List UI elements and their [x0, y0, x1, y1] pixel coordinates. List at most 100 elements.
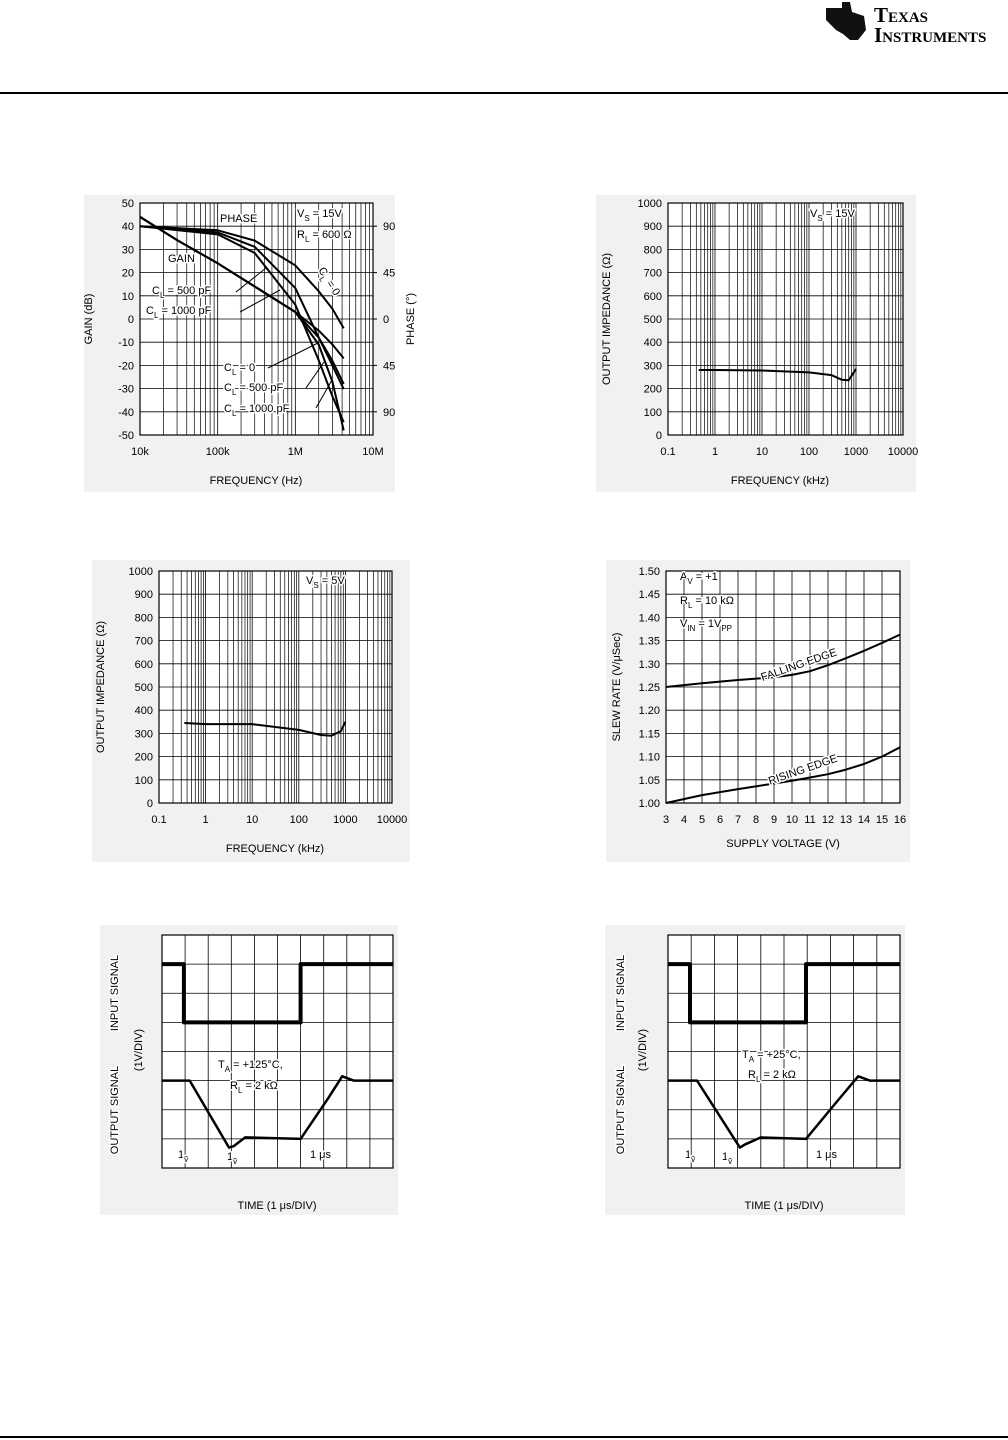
leader-line [315, 379, 333, 409]
y-tick-label: 1.25 [639, 682, 660, 694]
x-tick-label: 1000 [844, 446, 868, 458]
annotation-part: R [230, 1080, 238, 1092]
annotation: RL = 600 Ω [297, 229, 352, 244]
y-axis-label: GAIN (dB) [83, 294, 95, 345]
annotation: 1ṽ [685, 1149, 695, 1164]
y-tick-label: -10 [118, 337, 134, 349]
annotation-part: = 1000 pF [158, 305, 211, 317]
plot-frame [158, 570, 393, 804]
x-tick-label: 100 [800, 446, 818, 458]
x-tick-label: 15 [876, 814, 888, 826]
series-line [139, 216, 345, 431]
y-tick-label: 1.45 [639, 589, 660, 601]
x-axis-label: SUPPLY VOLTAGE (V) [726, 838, 840, 850]
logo-text: Texas [874, 3, 928, 27]
annotation-part: = 10 kΩ [692, 595, 734, 607]
annotation: PHASE [220, 213, 257, 225]
series-line [162, 1075, 393, 1149]
y-tick-label: 0 [656, 430, 662, 442]
x-tick-label: 13 [840, 814, 852, 826]
annotation-part: = 2 kΩ [242, 1080, 277, 1092]
annotation-part: = +125°C, [230, 1059, 283, 1071]
annotation-part: 1 [178, 1149, 184, 1161]
annotation-part: C [146, 305, 154, 317]
y-axis-label: OUTPUT IMPEDANCE (Ω) [95, 621, 107, 753]
x-tick-label: 1 [203, 814, 209, 826]
y2-tick-label: 45 [383, 268, 395, 280]
y-tick-label: 1.00 [639, 798, 660, 810]
annotation-part: V [297, 208, 305, 220]
y-tick-label: 1.10 [639, 752, 660, 764]
y-tick-label: 1000 [638, 198, 662, 210]
y-tick-label: -40 [118, 407, 134, 419]
y-tick-label: 800 [644, 244, 662, 256]
series-label: OUTPUT SIGNAL [109, 1066, 121, 1154]
annotation: VIN = 1VPP [680, 618, 732, 633]
annotation-part: V [810, 208, 818, 220]
annotation-part: = +25°C, [754, 1049, 801, 1061]
x-tick-label: 10M [362, 446, 383, 458]
x-tick-label: 1000 [333, 814, 357, 826]
annotation-part: = 1V [695, 618, 722, 630]
y-tick-label: 40 [122, 221, 134, 233]
annotation-part: L [688, 601, 693, 610]
y-tick-label: 100 [135, 775, 153, 787]
x-tick-label: 11 [804, 814, 815, 826]
annotation-part: T [742, 1049, 749, 1061]
y2-tick-label: 90 [383, 407, 395, 419]
annotation-part: R [297, 229, 305, 241]
leader-line [239, 289, 281, 313]
y-axis-label: SLEW RATE (V/μSec) [611, 633, 623, 742]
y2-tick-label: 90 [383, 221, 395, 233]
annotation-part: = 0 [236, 362, 255, 374]
annotation-part: A [680, 571, 688, 583]
ti-logo: Texas Instruments [826, 2, 986, 47]
series-line [184, 721, 347, 737]
y-tick-label: 1.40 [639, 612, 660, 624]
y-axis-label: (1V/DIV) [637, 1029, 649, 1071]
annotation: TA = +125°C, [218, 1059, 283, 1074]
annotation: 1ṽ [722, 1151, 732, 1166]
x-tick-label: 6 [717, 814, 723, 826]
x-tick-label: 10 [786, 814, 798, 826]
annotation-part: V [687, 577, 693, 586]
annotation-part: L [154, 311, 159, 320]
x-tick-label: 3 [663, 814, 669, 826]
y-tick-label: 200 [135, 752, 153, 764]
y-tick-label: 900 [135, 589, 153, 601]
x-tick-label: 10k [131, 446, 149, 458]
annotation: RL = 2 kΩ [230, 1080, 278, 1095]
annotation: VS = 5V [306, 575, 345, 590]
y-tick-label: 300 [135, 728, 153, 740]
plot-frame [667, 934, 901, 1169]
series-line [139, 225, 345, 329]
series-line [665, 746, 901, 804]
annotation-part: PP [721, 624, 732, 633]
annotation-part: 1 [227, 1151, 233, 1163]
plot-frame [139, 202, 374, 436]
y-tick-label: 1.15 [639, 728, 660, 740]
x-tick-label: 5 [699, 814, 705, 826]
plot-frame [667, 202, 904, 436]
y-tick-label: 700 [135, 636, 153, 648]
y-tick-label: 1.05 [639, 775, 660, 787]
annotation-part: = 500 pF [236, 382, 283, 394]
annotation: CL = 500 pF [224, 382, 283, 397]
leader-line [267, 342, 319, 369]
header-rule [0, 92, 1008, 94]
series-label: OUTPUT SIGNAL [615, 1066, 627, 1154]
annotation-part: C [152, 285, 160, 297]
x-axis-label: FREQUENCY (Hz) [210, 475, 303, 487]
y-tick-label: -50 [118, 430, 134, 442]
y-tick-label: 1.20 [639, 705, 660, 717]
x-tick-label: 0.1 [660, 446, 675, 458]
y-tick-label: 600 [135, 659, 153, 671]
x-axis-label: TIME (1 μs/DIV) [237, 1200, 316, 1212]
series-line [162, 962, 393, 1025]
x-tick-label: 10 [246, 814, 258, 826]
annotation-part: T [218, 1059, 225, 1071]
annotation: 1 μs [310, 1149, 332, 1161]
annotation-part: L [232, 388, 237, 397]
series-line [665, 633, 901, 688]
